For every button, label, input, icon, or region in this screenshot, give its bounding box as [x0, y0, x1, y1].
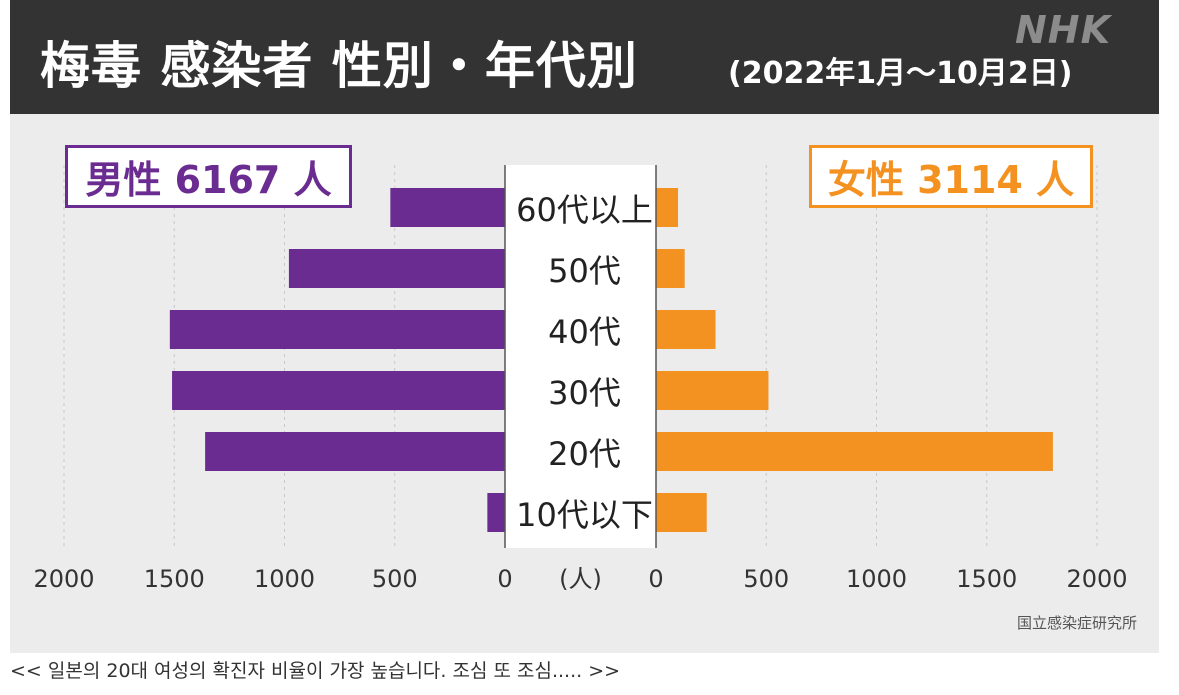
chart-frame: 梅毒 感染者 性別・年代別 (2022年1月〜10月2日) NHK 60代以上 5…	[10, 0, 1159, 653]
x-tick-label: 500	[743, 565, 789, 593]
title-bar: 梅毒 感染者 性別・年代別 (2022年1月〜10月2日) NHK	[10, 0, 1159, 114]
nhk-logo: NHK	[1015, 8, 1112, 52]
female-bar	[656, 310, 716, 349]
x-tick-label: 2000	[1066, 565, 1127, 593]
male-total-label: 男性 6167 人	[65, 145, 352, 208]
category-band	[505, 165, 656, 548]
x-tick-label: 1000	[254, 565, 315, 593]
chart-period: (2022年1月〜10月2日)	[728, 56, 1073, 91]
caption-text: << 일본의 20대 여성의 확진자 비율이 가장 높습니다. 조심 또 조심.…	[10, 660, 621, 682]
male-bar	[487, 493, 505, 532]
female-bar	[656, 432, 1053, 471]
female-bar	[656, 371, 769, 410]
category-label: 20代	[548, 435, 621, 473]
male-bar	[288, 249, 505, 288]
chart-title: 梅毒 感染者 性別・年代別	[40, 37, 638, 95]
x-tick-label: 1500	[144, 565, 205, 593]
female-total-label: 女性 3114 人	[809, 145, 1093, 208]
female-bar	[656, 188, 679, 227]
x-tick-label: 0	[497, 565, 512, 593]
x-tick-label: 1000	[846, 565, 907, 593]
x-tick-label: 500	[372, 565, 418, 593]
category-label: 30代	[548, 374, 621, 412]
male-bar	[390, 188, 505, 227]
source-credit: 国立感染症研究所	[1016, 614, 1137, 632]
category-label: 10代以下	[516, 496, 653, 534]
male-bar	[169, 310, 505, 349]
category-label: 60代以上	[516, 191, 653, 229]
male-bar	[205, 432, 505, 471]
female-bar	[656, 493, 707, 532]
x-tick-label: 1500	[956, 565, 1017, 593]
x-tick-label: 0	[648, 565, 663, 593]
category-label: 40代	[548, 313, 621, 351]
female-bar	[656, 249, 685, 288]
category-label: 50代	[548, 252, 621, 290]
unit-label: (人)	[559, 565, 602, 593]
pyramid-chart: 60代以上 50代 40代 30代 20代 10代以下 2000 1500 1000 500 0 0 5…	[33, 165, 1128, 593]
x-tick-label: 2000	[33, 565, 94, 593]
male-bar	[172, 371, 506, 410]
